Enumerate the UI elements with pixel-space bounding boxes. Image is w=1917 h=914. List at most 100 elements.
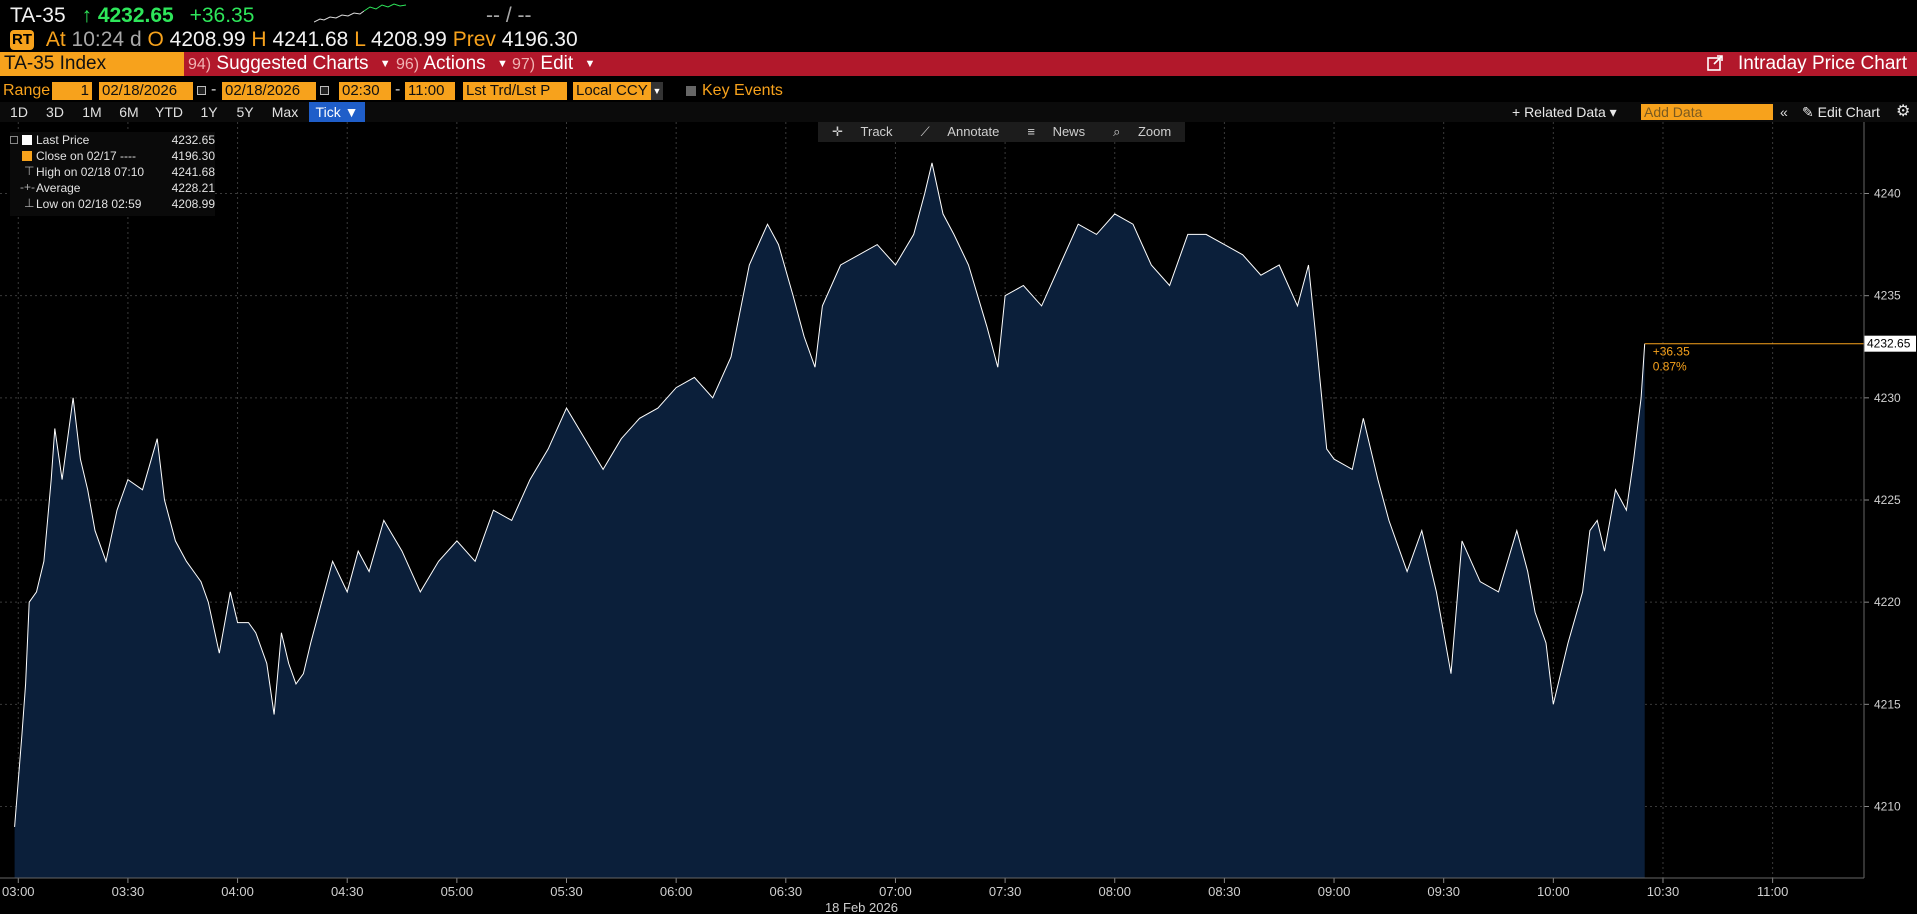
start-date-field[interactable]: 02/18/2026	[99, 82, 193, 100]
period-6m[interactable]: 6M	[119, 104, 139, 120]
low-marker-icon: ⊥	[24, 196, 35, 210]
calendar-icon[interactable]	[320, 86, 329, 95]
magnifier-icon: ⌕	[1113, 124, 1121, 139]
start-time-field[interactable]: 02:30	[339, 82, 391, 100]
x-tick-label: 10:00	[1537, 884, 1570, 899]
end-date-field[interactable]: 02/18/2026	[222, 82, 316, 100]
end-time-field[interactable]: 11:00	[405, 82, 455, 100]
window-title[interactable]: Intraday Price Chart	[1706, 52, 1907, 76]
legend-value: 4241.68	[171, 165, 215, 179]
period-1d[interactable]: 1D	[10, 104, 28, 120]
legend-label: Close on 02/17 ----	[36, 149, 137, 163]
open-label: O	[147, 28, 164, 51]
price-type-field[interactable]: Lst Trd/Lst P	[463, 82, 567, 100]
currency-value: Local CCY	[576, 82, 648, 99]
legend-value: 4196.30	[171, 149, 215, 163]
gear-icon[interactable]: ⚙	[1896, 103, 1911, 120]
change-label: +36.35	[1653, 345, 1690, 359]
x-tick-label: 08:30	[1208, 884, 1241, 899]
legend-high[interactable]: ⊤ High on 02/18 07:10 4241.68	[10, 164, 215, 180]
suggested-charts-menu[interactable]: 94) Suggested Charts ▼	[188, 52, 391, 76]
period-ytd[interactable]: YTD	[155, 104, 183, 120]
menu-label: Actions	[423, 53, 486, 74]
x-tick-label: 09:30	[1427, 884, 1460, 899]
x-axis: 03:00 03:30 04:00 04:30 05:00 05:30 06:00 06:30…	[0, 877, 1864, 899]
period-1m[interactable]: 1M	[82, 104, 102, 120]
x-tick-label: 07:30	[989, 884, 1022, 899]
period-max[interactable]: Max	[271, 104, 299, 120]
track-tool[interactable]: ✛ Track	[818, 122, 907, 142]
caret-down-icon: ▼	[379, 58, 391, 70]
legend-low[interactable]: ⊥ Low on 02/18 02:59 4208.99	[10, 196, 215, 212]
menu-label: Edit	[540, 53, 574, 74]
menu-num: 97)	[512, 56, 536, 73]
x-axis-date-label: 18 Feb 2026	[825, 900, 898, 914]
high-label: H	[251, 28, 267, 51]
open-value: 4208.99	[169, 28, 246, 51]
legend-label: Low on 02/18 02:59	[36, 197, 142, 211]
annotate-tool[interactable]: ⟋ Annotate	[907, 122, 1014, 142]
y-tick-label: 4225	[1874, 493, 1901, 507]
legend-label: Last Price	[36, 133, 90, 147]
low-value: 4208.99	[370, 28, 447, 51]
news-icon: ≡	[1027, 124, 1035, 139]
collapse-left-icon[interactable]: «	[1780, 104, 1788, 120]
caret-down-icon: ▼	[584, 58, 596, 70]
price-chart[interactable]: +36.35 0.87% 4232.65 4210 4215 4220 4225 423…	[0, 122, 1917, 914]
at-label: At	[45, 28, 66, 51]
range-field[interactable]: 1	[52, 82, 92, 100]
ticker-symbol: TA-35	[10, 4, 66, 27]
key-events-checkbox[interactable]	[686, 86, 696, 96]
sparkline-icon	[314, 3, 407, 23]
legend-last-price[interactable]: Last Price 4232.65	[10, 132, 215, 148]
zoom-tool[interactable]: ⌕ Zoom	[1099, 122, 1185, 142]
price-line	[14, 162, 1646, 827]
realtime-badge-icon: RT	[10, 30, 34, 50]
last-price-tag: 4232.65	[1864, 335, 1916, 352]
legend-value: 4208.99	[171, 197, 215, 211]
y-axis: 4210 4215 4220 4225 4230 4235 4240	[1863, 122, 1901, 878]
currency-select[interactable]: Local CCY ▼	[573, 82, 663, 100]
quote-header: TA-35 ↑ 4232.65 +36.35 -- / -- RT At 10:…	[0, 0, 1917, 52]
legend-value: 4232.65	[171, 133, 215, 147]
security-field[interactable]: TA-35 Index	[0, 52, 184, 76]
y-tick-label: 4235	[1874, 289, 1901, 303]
calendar-icon[interactable]	[197, 86, 206, 95]
y-tick-label: 4210	[1874, 799, 1901, 813]
annotate-icon: ⟋	[920, 124, 930, 139]
period-tick[interactable]: Tick ▼	[309, 102, 365, 122]
net-change: +36.35	[189, 4, 255, 27]
edit-chart-label: Edit Chart	[1817, 104, 1880, 120]
menu-bar: TA-35 Index 94) Suggested Charts ▼ 96) A…	[0, 52, 1917, 76]
period-1y[interactable]: 1Y	[200, 104, 218, 120]
legend-close[interactable]: Close on 02/17 ---- 4196.30	[10, 148, 215, 164]
d-label: d	[129, 28, 142, 51]
parameter-row: Range 1 02/18/2026 - 02/18/2026 02:30 - …	[0, 80, 1917, 102]
caret-down-icon: ▼	[496, 58, 508, 70]
zoom-label: Zoom	[1137, 124, 1172, 139]
x-tick-label: 03:00	[2, 884, 35, 899]
actions-menu[interactable]: 96) Actions ▼	[396, 52, 508, 76]
chart-tools-bar: ✛ Track ⟋ Annotate ≡ News ⌕ Zoom	[818, 122, 1186, 142]
prev-value: 4196.30	[501, 28, 578, 51]
x-tick-label: 10:30	[1647, 884, 1680, 899]
bid-ask: -- / --	[486, 4, 532, 27]
period-3d[interactable]: 3D	[46, 104, 64, 120]
period-5y[interactable]: 5Y	[236, 104, 254, 120]
add-data-input[interactable]: Add Data	[1641, 104, 1773, 120]
related-data-button[interactable]: + Related Data ▾	[1512, 104, 1617, 120]
edit-chart-button[interactable]: ✎ Edit Chart	[1802, 102, 1880, 122]
chart-title-label: Intraday Price Chart	[1738, 53, 1907, 74]
popout-icon	[1706, 55, 1723, 71]
news-tool[interactable]: ≡ News	[1013, 122, 1099, 142]
news-label: News	[1052, 124, 1086, 139]
legend-swatch	[22, 151, 32, 161]
time-separator: -	[395, 81, 401, 98]
prev-label: Prev	[452, 28, 496, 51]
quote-time: 10:24	[71, 28, 125, 51]
legend-average[interactable]: -+- Average 4228.21	[10, 180, 215, 196]
legend-value: 4228.21	[171, 181, 215, 195]
edit-menu[interactable]: 97) Edit ▼	[512, 52, 595, 76]
x-tick-label: 07:00	[879, 884, 912, 899]
y-tick-label: 4220	[1874, 595, 1901, 609]
